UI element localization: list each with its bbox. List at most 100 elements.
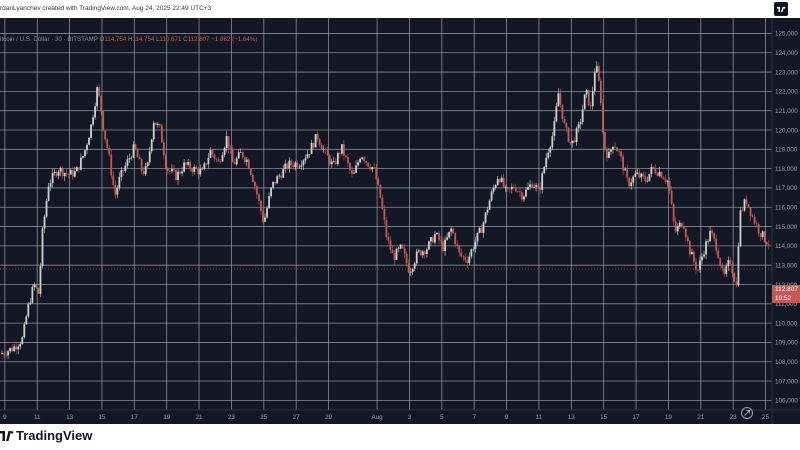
candle-body bbox=[741, 210, 744, 212]
candle-body bbox=[492, 187, 495, 192]
candle-body bbox=[292, 165, 295, 168]
candle-body bbox=[286, 163, 289, 169]
candle-body bbox=[527, 186, 529, 190]
candle-body bbox=[379, 184, 382, 198]
candle-body bbox=[290, 160, 293, 166]
candle-body bbox=[229, 149, 232, 150]
candle-body bbox=[425, 249, 428, 255]
candle-body bbox=[705, 241, 707, 255]
x-tick-label: Aug bbox=[371, 414, 383, 421]
candle-body bbox=[405, 253, 408, 264]
x-tick-label: 23 bbox=[228, 414, 236, 421]
candle-body bbox=[707, 241, 709, 242]
candle-body bbox=[150, 139, 153, 152]
candle-body bbox=[729, 260, 732, 265]
replay-icon[interactable] bbox=[740, 406, 754, 420]
candle-body bbox=[583, 94, 586, 110]
low-label: L bbox=[156, 36, 160, 43]
candle-body bbox=[535, 185, 538, 187]
candle-body bbox=[427, 241, 430, 250]
candle-body bbox=[608, 151, 610, 158]
candle-body bbox=[55, 172, 58, 176]
candle-body bbox=[264, 217, 266, 222]
candle-body bbox=[41, 228, 44, 267]
x-tick-label: 9 bbox=[505, 414, 509, 421]
candle-body bbox=[338, 153, 341, 154]
candle-body bbox=[688, 240, 691, 255]
candle-body bbox=[25, 316, 28, 325]
candle-body bbox=[599, 80, 602, 104]
change-value: −1.882 (−1.64%) bbox=[211, 36, 258, 43]
candle-body bbox=[502, 177, 505, 188]
candlestick-chart[interactable]: 125,000 124,000 123,000 122,000 121,000 120,0… bbox=[0, 18, 800, 424]
candle-body bbox=[442, 241, 444, 251]
candle-body bbox=[401, 244, 404, 249]
candle-body bbox=[585, 90, 588, 95]
candle-body bbox=[53, 172, 56, 174]
candle-body bbox=[82, 156, 84, 158]
candle-body bbox=[142, 171, 145, 175]
candle-body bbox=[703, 254, 705, 257]
candle-body bbox=[13, 346, 16, 352]
candle-body bbox=[725, 266, 728, 274]
candle-body bbox=[646, 180, 649, 182]
candle-body bbox=[454, 233, 457, 245]
candle-body bbox=[57, 171, 60, 176]
low-value: 110.671 bbox=[159, 36, 182, 43]
price-chart[interactable]: 125,000 124,000 123,000 122,000 121,000 120,0… bbox=[0, 18, 800, 424]
candle-body bbox=[525, 189, 527, 197]
candle-body bbox=[620, 151, 622, 157]
y-tick-label: 106,000 bbox=[775, 398, 798, 405]
candle-body bbox=[92, 117, 94, 125]
candle-body bbox=[640, 173, 643, 178]
candle-body bbox=[693, 251, 695, 262]
candle-body bbox=[670, 190, 673, 205]
candle-body bbox=[120, 170, 123, 177]
candle-body bbox=[413, 263, 416, 269]
candle-body bbox=[440, 240, 442, 242]
y-tick-label: 108,000 bbox=[775, 359, 798, 366]
candle-body bbox=[466, 260, 469, 264]
candle-body bbox=[332, 161, 335, 162]
candle-body bbox=[514, 188, 517, 192]
candle-body bbox=[351, 169, 353, 174]
candle-body bbox=[225, 136, 228, 148]
candle-body bbox=[1, 353, 3, 354]
candle-body bbox=[160, 125, 163, 143]
candle-body bbox=[385, 220, 388, 238]
y-tick-label: 119,000 bbox=[775, 147, 798, 154]
candle-body bbox=[589, 105, 592, 107]
candle-body bbox=[430, 237, 432, 242]
y-tick-label: 124,000 bbox=[775, 50, 798, 57]
candle-body bbox=[272, 181, 275, 188]
candle-body bbox=[51, 173, 54, 184]
candle-body bbox=[462, 256, 465, 257]
candle-body bbox=[701, 256, 703, 261]
candle-body bbox=[697, 269, 699, 271]
candle-body bbox=[322, 149, 325, 150]
candle-body bbox=[519, 191, 521, 193]
candle-body bbox=[330, 161, 333, 165]
candle-body bbox=[223, 147, 226, 156]
tradingview-brand[interactable]: TradingView bbox=[0, 428, 92, 443]
candle-body bbox=[49, 183, 52, 187]
candle-body bbox=[304, 158, 307, 161]
x-tick-label: 15 bbox=[600, 414, 608, 421]
candle-body bbox=[134, 144, 137, 150]
candle-body bbox=[717, 250, 720, 259]
candle-body bbox=[136, 149, 139, 158]
candle-body bbox=[77, 167, 80, 170]
candle-body bbox=[266, 208, 268, 218]
candle-body bbox=[587, 90, 590, 106]
candle-body bbox=[140, 159, 143, 172]
x-tick-label: 21 bbox=[196, 414, 204, 421]
candle-body bbox=[393, 253, 396, 260]
candle-body bbox=[517, 191, 519, 192]
candle-body bbox=[152, 122, 155, 140]
candle-body bbox=[158, 124, 161, 126]
candle-body bbox=[88, 137, 90, 145]
candle-body bbox=[86, 144, 88, 151]
candle-body bbox=[622, 156, 625, 171]
y-tick-label: 123,000 bbox=[775, 69, 798, 76]
candle-body bbox=[268, 196, 270, 209]
